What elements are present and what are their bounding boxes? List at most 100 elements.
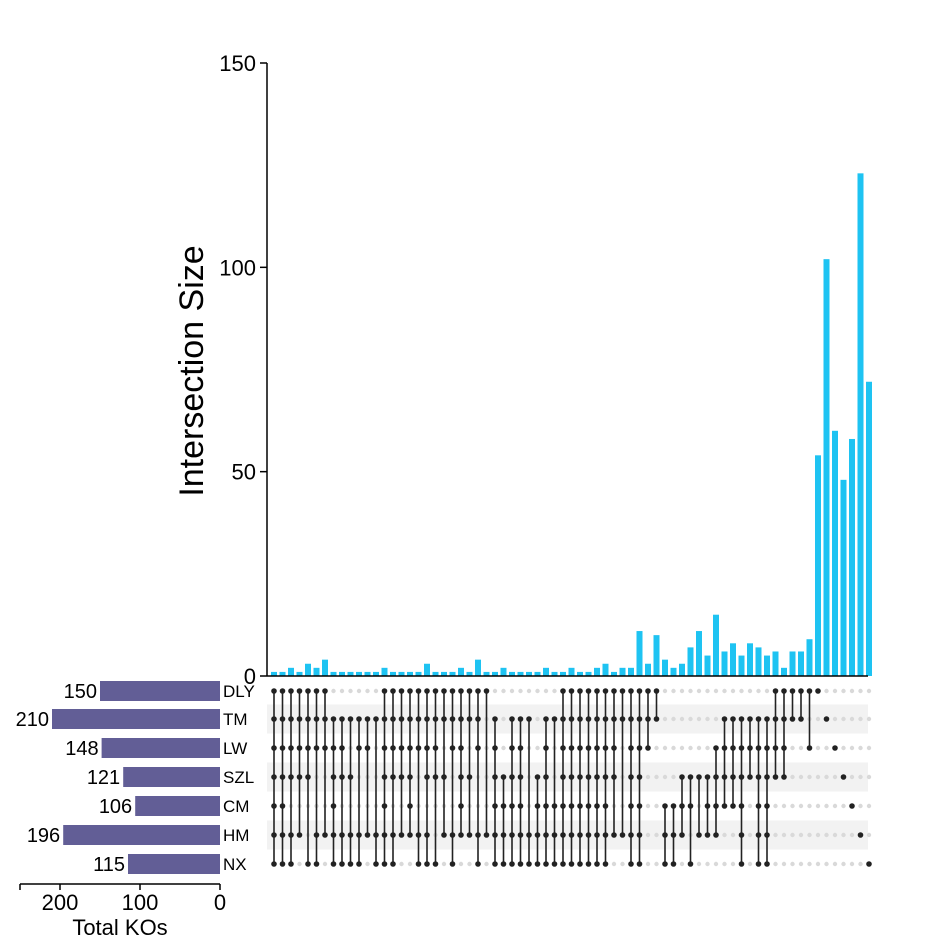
matrix-dot-empty xyxy=(824,688,829,694)
matrix-dot-filled xyxy=(373,861,379,867)
intersection-bar xyxy=(653,635,660,676)
matrix-dot-filled xyxy=(288,861,294,867)
set-size-value: 121 xyxy=(87,767,120,789)
intersection-bar xyxy=(424,663,430,676)
matrix-dot-filled xyxy=(424,688,430,694)
intersection-bar xyxy=(704,655,711,676)
matrix-dot-filled xyxy=(653,716,660,722)
matrix-dot-filled xyxy=(288,774,294,780)
set-size-tick-label: 200 xyxy=(42,890,79,915)
matrix-dot-filled xyxy=(738,803,745,809)
matrix-dot-filled xyxy=(313,688,320,694)
set-size-bar xyxy=(52,709,220,729)
matrix-dot-filled xyxy=(568,861,575,867)
matrix-dot-filled xyxy=(279,861,286,867)
matrix-dot-filled xyxy=(517,745,524,751)
matrix-dot-empty xyxy=(858,861,863,867)
matrix-dot-filled xyxy=(560,716,566,722)
matrix-dot-filled xyxy=(560,832,566,838)
matrix-dot-empty xyxy=(747,688,753,694)
matrix-dot-filled xyxy=(347,832,354,838)
matrix-dot-filled xyxy=(602,774,609,780)
matrix-dot-empty xyxy=(645,803,651,809)
matrix-dot-filled xyxy=(628,832,634,838)
matrix-dot-filled xyxy=(543,716,549,722)
matrix-dot-filled xyxy=(526,861,532,867)
matrix-dot-filled xyxy=(390,688,396,694)
intersection-bar xyxy=(407,671,413,676)
matrix-dot-filled xyxy=(517,803,524,809)
matrix-dot-empty xyxy=(773,861,778,867)
matrix-dot-filled xyxy=(585,688,592,694)
matrix-dot-empty xyxy=(322,861,328,867)
set-size-bar xyxy=(128,854,220,874)
matrix-dot-filled xyxy=(381,832,388,838)
matrix-dot-filled xyxy=(645,688,651,694)
matrix-dot-filled xyxy=(543,803,549,809)
matrix-dot-filled xyxy=(577,803,583,809)
matrix-dot-filled xyxy=(798,688,804,694)
matrix-dot-empty xyxy=(297,861,302,867)
matrix-dot-filled xyxy=(390,716,396,722)
matrix-dot-filled xyxy=(687,803,694,809)
matrix-dot-filled xyxy=(271,716,277,722)
matrix-dot-filled xyxy=(466,774,473,780)
intersection-bar xyxy=(781,667,787,676)
matrix-dot-empty xyxy=(713,861,719,867)
matrix-dot-filled xyxy=(602,716,609,722)
matrix-dot-empty xyxy=(654,774,659,780)
matrix-dot-filled xyxy=(602,803,609,809)
matrix-dot-empty xyxy=(654,861,659,867)
matrix-dot-filled xyxy=(662,832,668,838)
matrix-dot-filled xyxy=(849,803,855,809)
matrix-dot-empty xyxy=(824,745,829,751)
intersection-bar xyxy=(823,259,830,676)
y-tick-label: 0 xyxy=(244,664,256,689)
matrix-dot-filled xyxy=(458,716,464,722)
matrix-dot-filled xyxy=(492,861,498,867)
matrix-dot-filled xyxy=(322,745,328,751)
matrix-dot-filled xyxy=(551,716,558,722)
matrix-dot-filled xyxy=(568,716,575,722)
set-size-bar xyxy=(63,825,221,845)
matrix-dot-filled xyxy=(628,774,634,780)
matrix-dot-filled xyxy=(662,803,668,809)
matrix-dot-filled xyxy=(543,745,549,751)
matrix-dot-empty xyxy=(526,688,532,694)
intersection-bar xyxy=(279,671,286,676)
matrix-dot-empty xyxy=(841,716,846,722)
matrix-dot-empty xyxy=(807,774,812,780)
matrix-dot-empty xyxy=(679,716,685,722)
intersection-bar xyxy=(594,667,600,676)
set-size-bar xyxy=(135,796,220,816)
matrix-dot-filled xyxy=(764,803,770,809)
matrix-dot-filled xyxy=(602,832,609,838)
matrix-dot-filled xyxy=(432,688,439,694)
matrix-dot-empty xyxy=(518,688,523,694)
matrix-dot-empty xyxy=(722,861,727,867)
matrix-dot-empty xyxy=(509,688,515,694)
matrix-dot-filled xyxy=(840,774,847,780)
matrix-dot-empty xyxy=(688,745,693,751)
matrix-dot-empty xyxy=(832,803,838,809)
matrix-dot-empty xyxy=(407,861,413,867)
matrix-dot-filled xyxy=(313,745,320,751)
intersection-bar xyxy=(458,667,464,676)
matrix-dot-empty xyxy=(849,688,855,694)
matrix-dot-empty xyxy=(705,745,710,751)
set-name-label: NX xyxy=(223,855,247,874)
intersection-bar xyxy=(500,667,507,676)
matrix-dot-filled xyxy=(721,716,728,722)
matrix-dot-filled xyxy=(594,716,600,722)
matrix-dot-filled xyxy=(560,861,566,867)
matrix-dot-empty xyxy=(832,774,838,780)
matrix-dot-filled xyxy=(738,861,745,867)
matrix-dot-filled xyxy=(798,716,804,722)
matrix-dot-empty xyxy=(832,688,838,694)
matrix-dot-filled xyxy=(585,774,592,780)
matrix-dot-filled xyxy=(492,745,498,751)
matrix-dot-filled xyxy=(687,861,694,867)
matrix-dot-empty xyxy=(866,688,872,694)
matrix-dot-filled xyxy=(381,861,388,867)
matrix-dot-filled xyxy=(475,716,481,722)
